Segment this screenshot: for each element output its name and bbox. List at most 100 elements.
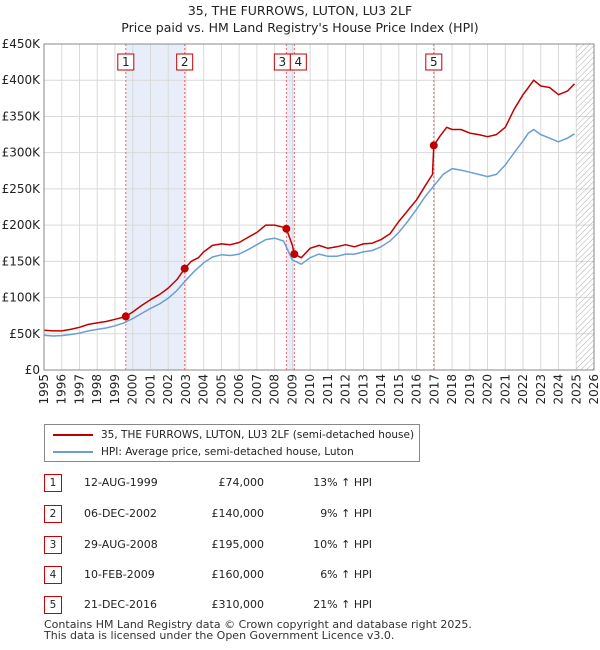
sale-label-text: 4: [295, 55, 303, 69]
sale-period-shading: [125, 44, 295, 370]
sale-date: 21-DEC-2016: [84, 598, 158, 611]
sale-date: 10-FEB-2009: [84, 568, 155, 581]
legend-label-property: 35, THE FURROWS, LUTON, LU3 2LF (semi-de…: [101, 429, 415, 441]
sale-points: [121, 141, 438, 321]
x-tick-label: 2011: [321, 374, 335, 405]
x-tick-label: 2018: [445, 374, 459, 405]
sale-label-box: [176, 53, 194, 71]
sale-price: £195,000: [211, 538, 265, 551]
sale-hpi-change: 9% ↑ HPI: [320, 507, 372, 520]
sale-price: £140,000: [211, 507, 265, 520]
legend-label-hpi: HPI: Average price, semi-detached house,…: [101, 446, 354, 458]
legend-swatch-property: [53, 434, 93, 436]
x-tick-label: 2020: [481, 374, 495, 405]
sale-period-band: [125, 44, 185, 370]
sale-date: 06-DEC-2002: [84, 507, 158, 520]
y-tick-label: £450K: [2, 37, 42, 51]
sale-price: £74,000: [218, 476, 265, 489]
series-lines: [43, 79, 576, 337]
y-tick-label: £300K: [2, 146, 42, 160]
sale-number-badge: 2: [44, 505, 62, 523]
x-tick-label: 2013: [356, 374, 370, 405]
x-tick-label: 2003: [179, 374, 193, 405]
property-price-line: [43, 79, 576, 332]
sale-number-badge: 1: [44, 474, 62, 492]
forecast-hatch-area: [576, 44, 594, 370]
x-tick-label: 2012: [339, 374, 353, 405]
sale-hpi-change: 13% ↑ HPI: [313, 476, 372, 489]
x-tick-label: 2002: [161, 374, 175, 405]
sale-point: [429, 141, 438, 150]
y-tick-label: £400K: [2, 73, 42, 87]
y-tick-label: £50K: [9, 327, 41, 341]
x-tick-label: 2017: [427, 374, 441, 405]
x-tick-label: 2008: [268, 374, 282, 405]
x-tick-label: 2021: [498, 374, 512, 405]
x-tick-label: 1996: [55, 374, 69, 405]
x-tick-label: 2000: [126, 374, 140, 405]
sale-label-text: 3: [279, 55, 287, 69]
x-tick-label: 2015: [392, 374, 406, 405]
chart-title-line1: 35, THE FURROWS, LUTON, LU3 2LF: [187, 3, 413, 18]
sale-point: [290, 250, 299, 259]
sale-date: 29-AUG-2008: [84, 538, 158, 551]
x-tick-label: 2022: [516, 374, 530, 405]
sale-label-text: 5: [430, 55, 438, 69]
x-tick-label: 1995: [37, 374, 51, 405]
sale-label-box: [425, 53, 443, 71]
x-tick-label: 2004: [197, 374, 211, 405]
sale-point: [180, 264, 189, 273]
sale-hpi-change: 6% ↑ HPI: [320, 568, 372, 581]
legend: 35, THE FURROWS, LUTON, LU3 2LF (semi-de…: [44, 424, 420, 462]
sale-label-box: [289, 53, 307, 71]
sale-label-text: 2: [181, 55, 189, 69]
x-tick-label: 2016: [410, 374, 424, 405]
sale-point: [121, 312, 130, 321]
y-axis-ticks: £0 £50K £100K £150K £200K £250K £300K £350K £400…: [2, 37, 42, 377]
x-tick-label: 2007: [250, 374, 264, 405]
y-tick-label: £100K: [2, 291, 42, 305]
x-tick-label: 2024: [552, 374, 566, 405]
x-tick-label: 2010: [303, 374, 317, 405]
plot-frame: [43, 43, 595, 371]
y-tick-label: £0: [25, 363, 40, 377]
sale-hpi-change: 21% ↑ HPI: [313, 598, 372, 611]
sale-date: 12-AUG-1999: [84, 476, 158, 489]
x-tick-label: 2025: [569, 374, 583, 405]
legend-item-property: 35, THE FURROWS, LUTON, LU3 2LF (semi-de…: [53, 427, 414, 443]
y-tick-label: £350K: [2, 109, 42, 123]
sale-price: £160,000: [211, 568, 265, 581]
sale-label-box: [117, 53, 135, 71]
x-tick-label: 2009: [285, 374, 299, 405]
y-tick-label: £150K: [2, 254, 42, 268]
sale-point: [282, 224, 291, 233]
sale-price: £310,000: [211, 598, 265, 611]
x-tick-label: 2023: [534, 374, 548, 405]
chart-title: 35, THE FURROWS, LUTON, LU3 2LF Price pa…: [0, 2, 600, 36]
legend-swatch-hpi: [53, 451, 93, 453]
sale-label-text: 1: [122, 55, 130, 69]
x-tick-label: 2019: [463, 374, 477, 405]
y-tick-label: £250K: [2, 182, 42, 196]
y-tick-label: £200K: [2, 218, 42, 232]
x-axis-ticks: 1995 1996 1997 1998 1999 2000 2001 2002 2003 2004…: [37, 374, 600, 405]
license-footer: Contains HM Land Registry data © Crown c…: [44, 618, 472, 642]
x-tick-label: 1998: [90, 374, 104, 405]
x-tick-label: 2026: [587, 374, 600, 405]
sale-hpi-change: 10% ↑ HPI: [313, 538, 372, 551]
hpi-line: [43, 128, 575, 337]
forecast-hatch: [576, 44, 594, 370]
legend-item-hpi: HPI: Average price, semi-detached house,…: [53, 444, 354, 460]
chart-title-line2: Price paid vs. HM Land Registry's House …: [121, 20, 479, 35]
sale-number-badge: 5: [44, 596, 62, 614]
sale-period-band: [286, 44, 295, 370]
x-tick-label: 2006: [232, 374, 246, 405]
sale-number-badge: 3: [44, 536, 62, 554]
x-tick-label: 1997: [72, 374, 86, 405]
sale-number-badge: 4: [44, 566, 62, 584]
x-tick-label: 1999: [108, 374, 122, 405]
x-tick-label: 2001: [143, 374, 157, 405]
x-tick-label: 2014: [374, 374, 388, 405]
